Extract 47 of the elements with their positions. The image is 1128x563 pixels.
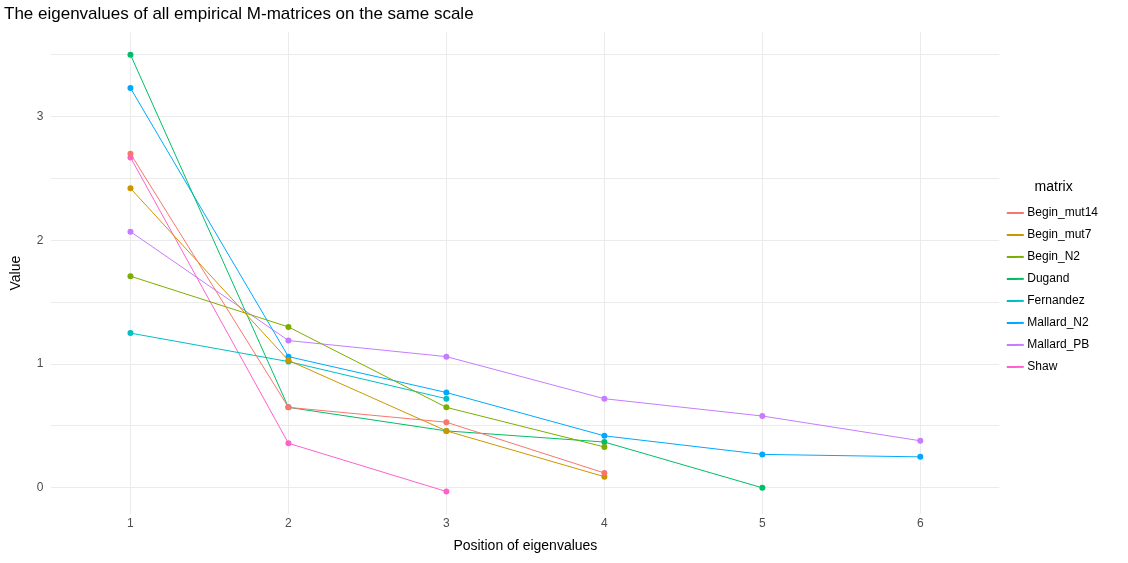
y-tick-label: 2	[36, 232, 44, 247]
point	[443, 389, 450, 396]
chart-title: The eigenvalues of all empirical M-matrices on the same scale	[4, 3, 474, 23]
x-tick-label: 6	[916, 516, 924, 531]
legend-label: Begin_mut7	[1027, 227, 1092, 242]
legend-label: Dugand	[1027, 271, 1070, 286]
point	[759, 413, 766, 420]
y-tick-label: 1	[36, 356, 44, 371]
x-axis-title: Position of eigenvalues	[453, 537, 598, 554]
point	[285, 323, 292, 330]
x-tick-label: 4	[601, 516, 609, 531]
point	[127, 150, 134, 157]
y-tick-label: 0	[36, 480, 44, 495]
legend-label: Mallard_PB	[1027, 337, 1090, 352]
point	[443, 419, 450, 426]
x-tick-label: 1	[127, 516, 135, 531]
point	[127, 51, 134, 58]
point	[601, 432, 608, 439]
point	[917, 453, 924, 460]
legend-title: matrix	[1034, 177, 1073, 194]
x-tick-label: 5	[758, 516, 766, 531]
point	[285, 337, 292, 344]
point	[443, 488, 450, 495]
point	[127, 185, 134, 192]
x-tick-label: 3	[443, 516, 451, 531]
point	[601, 443, 608, 450]
point	[285, 440, 292, 447]
point	[601, 395, 608, 402]
y-axis-title: Value	[7, 255, 24, 291]
point	[917, 437, 924, 444]
x-tick-label: 2	[285, 516, 293, 531]
point	[759, 484, 766, 491]
point	[601, 469, 608, 476]
point	[443, 404, 450, 411]
legend-label: Mallard_N2	[1027, 315, 1089, 330]
legend-label: Begin_mut14	[1027, 205, 1099, 220]
y-tick-label: 3	[36, 108, 44, 123]
legend-label: Shaw	[1027, 359, 1058, 374]
point	[759, 451, 766, 458]
legend-label: Fernandez	[1027, 293, 1085, 308]
point	[443, 395, 450, 402]
point	[443, 353, 450, 360]
point	[127, 85, 134, 92]
legend-label: Begin_N2	[1027, 249, 1081, 264]
point	[127, 273, 134, 280]
point	[127, 228, 134, 235]
point	[127, 330, 134, 337]
